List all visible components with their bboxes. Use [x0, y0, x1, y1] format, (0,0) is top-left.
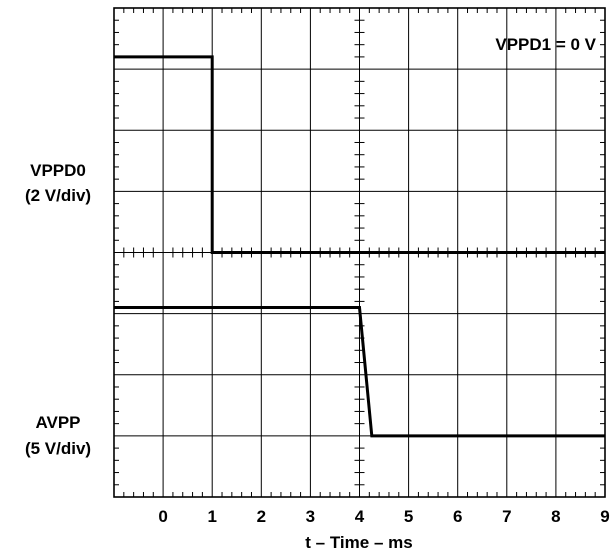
x-tick-label: 8 [551, 507, 560, 526]
channel-2-name: AVPP [35, 413, 80, 432]
x-tick-label: 6 [453, 507, 462, 526]
x-tick-label: 3 [306, 507, 315, 526]
channel-1-scale: (2 V/div) [25, 186, 91, 205]
x-tick-label: 1 [207, 507, 216, 526]
trace-vppd0 [114, 55, 605, 254]
x-tick-label: 0 [158, 507, 167, 526]
x-axis-label: t – Time – ms [305, 533, 412, 552]
x-tick-label: 5 [404, 507, 413, 526]
annotation-label: VPPD1 = 0 V [495, 35, 596, 54]
minor-ticks [114, 8, 605, 497]
channel-2-scale: (5 V/div) [25, 439, 91, 458]
x-tick-labels: 0 1 2 3 4 5 6 7 8 9 [158, 507, 609, 526]
x-tick-label: 2 [257, 507, 266, 526]
x-tick-label: 4 [355, 507, 365, 526]
x-tick-label: 9 [600, 507, 609, 526]
x-tick-label: 7 [502, 507, 511, 526]
traces [114, 55, 605, 438]
channel-1-name: VPPD0 [30, 161, 86, 180]
trace-avpp [114, 306, 605, 438]
